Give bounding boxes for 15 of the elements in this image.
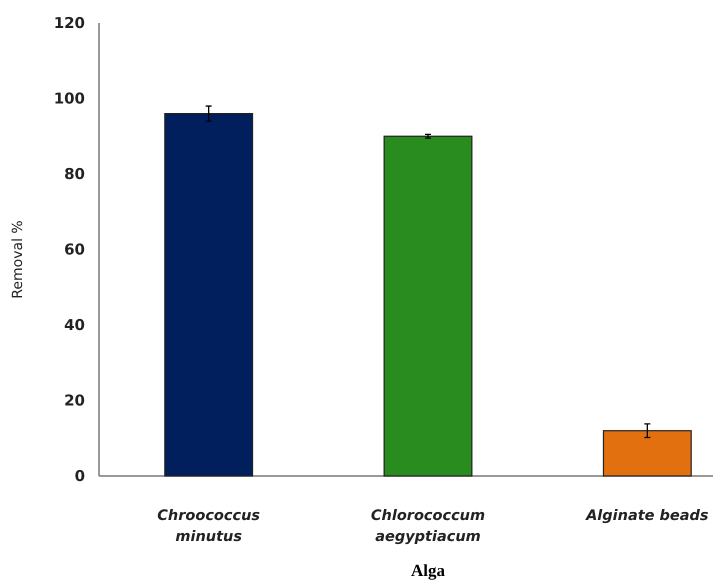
x-tick-label: Chlorococcum aegyptiacum [370, 508, 486, 546]
y-axis-title: Removal % [10, 220, 26, 299]
bar [384, 136, 472, 477]
y-tick-label: 120 [54, 14, 85, 32]
y-tick-label: 100 [54, 89, 85, 108]
bar [602, 430, 692, 477]
y-tick-label: 60 [64, 240, 85, 258]
x-tick-label: Chroococcus minutus [157, 508, 260, 546]
x-tick-label: Alginate beads [585, 508, 709, 524]
y-tick-label: 20 [64, 391, 85, 410]
x-axis-title: Alga [411, 561, 446, 580]
y-tick-label: 80 [64, 164, 85, 183]
y-tick-label: 40 [64, 316, 85, 334]
bar [164, 113, 254, 477]
y-tick-label: 0 [74, 466, 85, 485]
